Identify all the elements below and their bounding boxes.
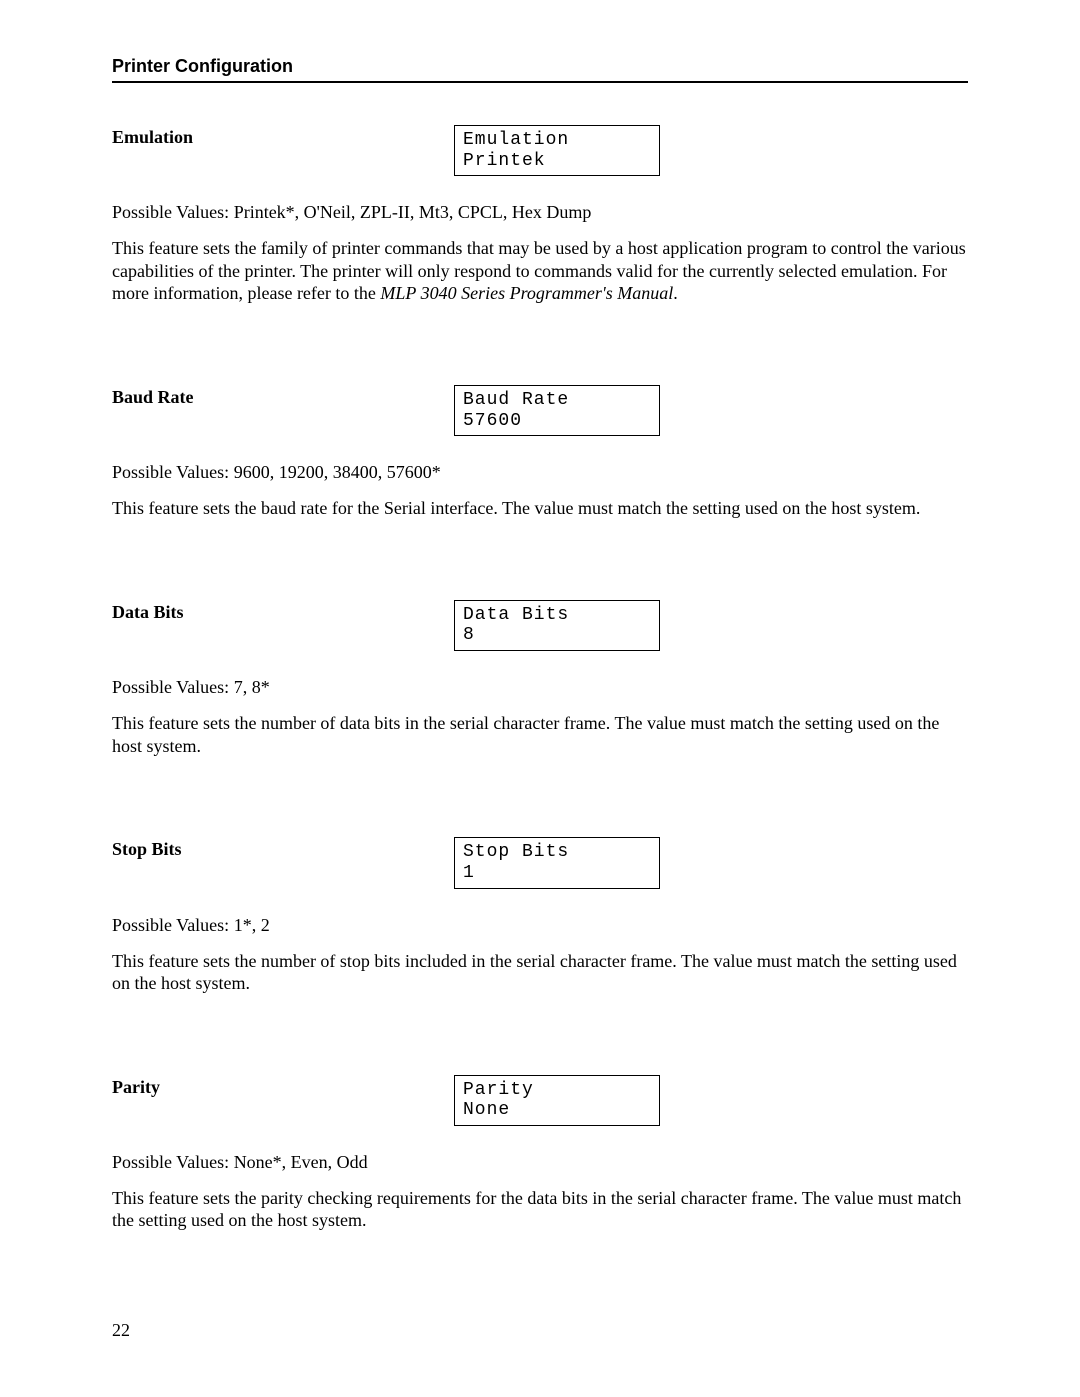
display-box: EmulationPrintek [454, 125, 660, 176]
display-line-2: Printek [463, 151, 651, 172]
section-title: Baud Rate [112, 385, 454, 408]
possible-values-label: Possible Values: [112, 202, 234, 222]
section-title: Parity [112, 1075, 454, 1098]
section-description: This feature sets the number of stop bit… [112, 950, 968, 995]
display-box: Stop Bits1 [454, 837, 660, 888]
section-top-row: Data BitsData Bits8 [112, 600, 968, 651]
display-line-1: Stop Bits [463, 842, 651, 863]
display-line-1: Parity [463, 1080, 651, 1101]
possible-values-label: Possible Values: [112, 915, 234, 935]
config-section: Data BitsData Bits8Possible Values: 7, 8… [112, 600, 968, 757]
page-header: Printer Configuration [112, 56, 968, 83]
config-section: EmulationEmulationPrintekPossible Values… [112, 125, 968, 305]
section-description: This feature sets the family of printer … [112, 237, 968, 305]
description-post: . [673, 283, 678, 303]
description-pre: This feature sets the number of data bit… [112, 713, 939, 756]
display-line-1: Emulation [463, 130, 651, 151]
section-top-row: Baud RateBaud Rate57600 [112, 385, 968, 436]
possible-values: Possible Values: 9600, 19200, 38400, 576… [112, 462, 968, 483]
config-section: Stop BitsStop Bits1Possible Values: 1*, … [112, 837, 968, 994]
possible-values: Possible Values: 7, 8* [112, 677, 968, 698]
possible-values: Possible Values: None*, Even, Odd [112, 1152, 968, 1173]
display-line-1: Baud Rate [463, 390, 651, 411]
display-line-2: 8 [463, 625, 651, 646]
display-box: ParityNone [454, 1075, 660, 1126]
possible-values-label: Possible Values: [112, 677, 234, 697]
section-title: Data Bits [112, 600, 454, 623]
config-section: ParityParityNonePossible Values: None*, … [112, 1075, 968, 1232]
possible-values: Possible Values: Printek*, O'Neil, ZPL-I… [112, 202, 968, 223]
possible-values-values: Printek*, O'Neil, ZPL-II, Mt3, CPCL, Hex… [234, 202, 592, 222]
description-pre: This feature sets the number of stop bit… [112, 951, 957, 994]
section-title: Stop Bits [112, 837, 454, 860]
display-line-2: 1 [463, 863, 651, 884]
possible-values-values: 1*, 2 [234, 915, 270, 935]
possible-values-values: None*, Even, Odd [234, 1152, 368, 1172]
section-top-row: Stop BitsStop Bits1 [112, 837, 968, 888]
possible-values-label: Possible Values: [112, 462, 234, 482]
display-line-1: Data Bits [463, 605, 651, 626]
sections-container: EmulationEmulationPrintekPossible Values… [112, 125, 968, 1232]
display-box: Baud Rate57600 [454, 385, 660, 436]
display-line-2: None [463, 1100, 651, 1121]
section-description: This feature sets the parity checking re… [112, 1187, 968, 1232]
section-top-row: EmulationEmulationPrintek [112, 125, 968, 176]
display-line-2: 57600 [463, 411, 651, 432]
section-description: This feature sets the baud rate for the … [112, 497, 968, 520]
description-pre: This feature sets the parity checking re… [112, 1188, 961, 1231]
possible-values: Possible Values: 1*, 2 [112, 915, 968, 936]
page-number: 22 [112, 1320, 130, 1341]
description-italic: MLP 3040 Series Programmer's Manual [380, 283, 673, 303]
possible-values-label: Possible Values: [112, 1152, 234, 1172]
display-box: Data Bits8 [454, 600, 660, 651]
possible-values-values: 7, 8* [234, 677, 270, 697]
section-description: This feature sets the number of data bit… [112, 712, 968, 757]
section-title: Emulation [112, 125, 454, 148]
possible-values-values: 9600, 19200, 38400, 57600* [234, 462, 441, 482]
section-top-row: ParityParityNone [112, 1075, 968, 1126]
config-section: Baud RateBaud Rate57600Possible Values: … [112, 385, 968, 520]
description-pre: This feature sets the baud rate for the … [112, 498, 920, 518]
